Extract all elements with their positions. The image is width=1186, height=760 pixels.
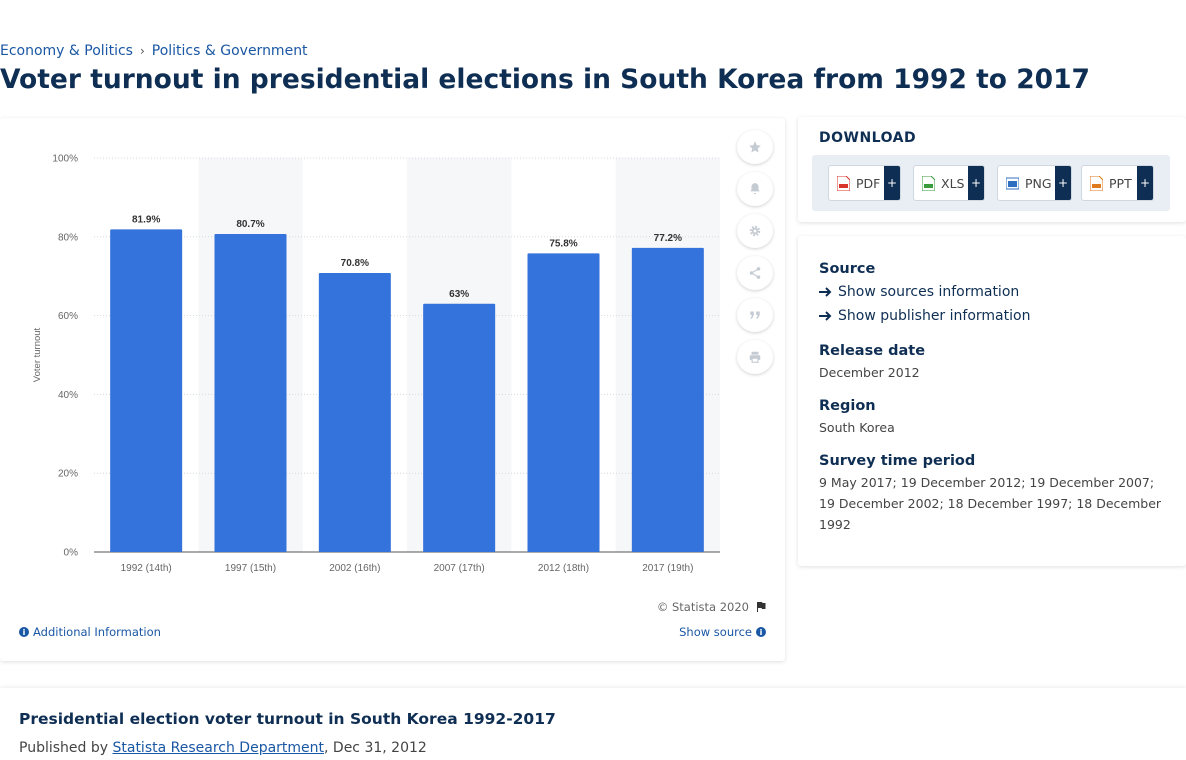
y-tick-label: 80% [58,232,78,243]
breadcrumb-item-politics[interactable]: Politics & Government [151,43,308,59]
xls-file-icon [922,175,935,191]
page-title: Voter turnout in presidential elections … [0,64,1090,95]
arrow-right-icon [819,311,832,321]
bar [214,234,287,552]
ppt-file-icon [1090,175,1103,191]
download-pdf-label: PDF [856,175,881,191]
star-icon[interactable] [737,130,773,164]
download-png-label: PNG [1025,175,1052,191]
bar [527,253,600,552]
y-tick-label: 100% [52,154,78,165]
chart-card: 0% 20% 40% 60% 80% 100% 81.9% 1992 (14th) 80.7% 1… [0,118,785,661]
download-xls-button[interactable]: XLS + [913,165,985,201]
survey-heading: Survey time period [819,453,976,469]
flag-icon[interactable] [755,601,767,613]
download-xls-label: XLS [941,175,965,191]
download-ppt-button[interactable]: PPT + [1081,165,1154,201]
plus-icon: + [1055,166,1071,200]
arrow-right-icon [819,287,832,297]
data-label: 80.7% [236,219,264,230]
gear-icon[interactable] [737,214,773,248]
show-publisher-link[interactable]: Show publisher information [819,308,1030,324]
y-tick-label: 60% [58,311,78,322]
bar [110,229,183,552]
x-tick-label: 2002 (16th) [329,563,380,574]
share-icon[interactable] [737,256,773,290]
download-pdf-button[interactable]: PDF + [828,165,901,201]
x-tick-label: 2012 (18th) [538,563,589,574]
y-tick-label: 20% [58,469,78,480]
info-icon: i [756,627,766,637]
data-label: 63% [449,289,469,300]
x-tick-label: 1997 (15th) [225,563,276,574]
breadcrumb-separator: › [139,44,145,58]
published-by: Published by Statista Research Departmen… [19,740,427,756]
x-tick-label: 2007 (17th) [434,563,485,574]
show-source-label: Show source [679,625,752,639]
download-bar: PDF + XLS + PNG + PPT + [812,155,1170,211]
release-value: December 2012 [819,365,920,380]
source-heading: Source [819,261,876,277]
additional-info-link[interactable]: i Additional Information [19,625,161,639]
download-png-button[interactable]: PNG + [997,165,1072,201]
plus-icon: + [968,166,984,200]
release-heading: Release date [819,343,926,359]
download-ppt-label: PPT [1109,175,1132,191]
print-icon[interactable] [737,340,773,374]
published-date: , Dec 31, 2012 [324,740,427,756]
bar [318,273,391,552]
department-link[interactable]: Statista Research Department [112,740,325,756]
bar [423,303,496,552]
download-title: DOWNLOAD [819,130,917,146]
info-icon: i [19,627,29,637]
show-source-link[interactable]: Show source i [679,625,766,639]
additional-info-label: Additional Information [33,625,161,639]
footer-title: Presidential election voter turnout in S… [19,710,556,728]
show-sources-link[interactable]: Show sources information [819,284,1019,300]
y-tick-label: 40% [58,390,78,401]
plus-icon: + [1137,166,1153,200]
bar-chart: 0% 20% 40% 60% 80% 100% 81.9% 1992 (14th) 80.7% 1… [32,154,720,574]
bell-icon[interactable] [737,172,773,206]
data-label: 77.2% [654,233,682,244]
copyright-text: © Statista 2020 [656,600,749,614]
bar [631,247,704,552]
info-card: Source Show sources information Show pub… [798,236,1186,566]
pdf-file-icon [837,175,850,191]
show-publisher-label: Show publisher information [838,308,1031,324]
region-heading: Region [819,398,876,414]
x-tick-label: 2017 (19th) [642,563,693,574]
plus-icon: + [884,166,900,200]
footer-card: Presidential election voter turnout in S… [0,688,1186,760]
png-file-icon [1006,177,1019,189]
copyright: © Statista 2020 [657,600,767,614]
region-value: South Korea [819,420,895,435]
download-card: DOWNLOAD PDF + XLS + PNG + PPT + [798,117,1186,222]
data-label: 81.9% [132,214,160,225]
survey-value: 9 May 2017; 19 December 2012; 19 Decembe… [819,475,1162,532]
x-tick-label: 1992 (14th) [121,563,172,574]
breadcrumb-item-economy[interactable]: Economy & Politics [0,43,133,59]
y-axis-label: Voter turnout [32,327,43,382]
data-label: 75.8% [549,238,577,249]
show-sources-label: Show sources information [838,284,1020,300]
breadcrumb: Economy & Politics › Politics & Governme… [0,43,308,59]
data-label: 70.8% [341,258,369,269]
y-tick-label: 0% [64,548,79,559]
published-by-label: Published by [19,740,109,756]
quote-icon[interactable] [737,298,773,332]
